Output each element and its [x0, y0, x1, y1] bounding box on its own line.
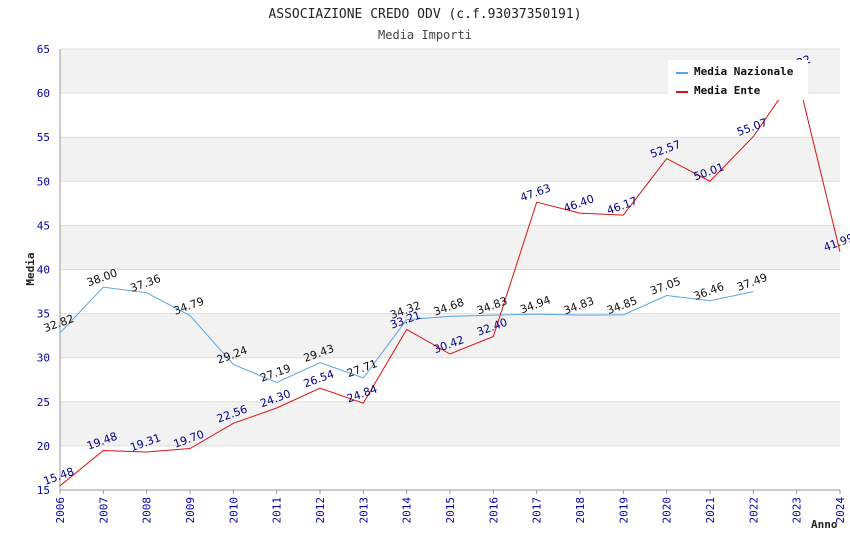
- x-tick-label: 2014: [401, 497, 414, 524]
- plot-band: [60, 445, 840, 490]
- series-line-nazionale: [59, 286, 754, 384]
- x-tick-label: 2017: [531, 497, 544, 524]
- y-tick-label: 25: [37, 396, 50, 409]
- y-tick-label: 55: [37, 131, 50, 144]
- x-tick-label: 2018: [574, 497, 587, 524]
- x-tick-label: 2006: [54, 497, 67, 524]
- chart-title: ASSOCIAZIONE CREDO ODV (c.f.93037350191): [268, 7, 581, 22]
- y-tick-label: 45: [37, 219, 50, 232]
- x-tick-label: 2009: [184, 497, 197, 524]
- y-tick-label: 40: [37, 264, 50, 277]
- x-tick-label: 2020: [661, 497, 674, 524]
- plot-bands: [60, 49, 840, 490]
- x-tick-label: 2016: [487, 497, 500, 523]
- legend-label-ente: Media Ente: [694, 84, 761, 97]
- plot-band: [60, 357, 840, 402]
- y-tick-label: 20: [37, 440, 50, 453]
- x-tick-label: 2019: [617, 497, 630, 524]
- y-tick-label: 15: [37, 484, 50, 497]
- x-tick-label: 2007: [97, 497, 110, 524]
- plot-band: [60, 313, 840, 358]
- y-axis-title: Media: [24, 252, 37, 285]
- x-tick-label: 2011: [271, 497, 284, 524]
- plot-band: [60, 401, 840, 446]
- chart-subtitle: Media Importi: [378, 28, 472, 42]
- plot-band: [60, 269, 840, 314]
- y-tick-label: 65: [37, 43, 50, 56]
- x-tick-label: 2010: [227, 497, 240, 524]
- plot-band: [60, 93, 840, 138]
- x-tick-label: 2024: [834, 497, 847, 524]
- y-tick-label: 30: [37, 352, 50, 365]
- x-tick-label: 2021: [704, 497, 717, 524]
- x-tick-label: 2015: [444, 497, 457, 524]
- x-axis-title: Anno: [811, 518, 838, 531]
- y-tick-label: 60: [37, 87, 50, 100]
- plot-band: [60, 181, 840, 226]
- x-tick-label: 2012: [314, 497, 327, 524]
- x-tick-label: 2013: [357, 497, 370, 524]
- y-tick-label: 35: [37, 308, 50, 321]
- y-ticks: 15 20 25 30 35 40 45 50 55 60 65: [37, 43, 50, 497]
- series: [59, 72, 841, 487]
- x-tick-label: 2022: [747, 497, 760, 524]
- legend-box: [668, 60, 808, 100]
- series-line-ente: [59, 72, 841, 487]
- plot-band: [60, 225, 840, 270]
- x-tick-label: 2023: [791, 497, 804, 524]
- legend: Media Nazionale Media Ente: [668, 60, 808, 100]
- legend-label-nazionale: Media Nazionale: [694, 65, 794, 78]
- x-tick-label: 2008: [141, 497, 154, 524]
- y-tick-label: 50: [37, 175, 50, 188]
- x-ticks: 2006 2007 2008 2009 2010 2011 2012 2013 2014 2015…: [54, 490, 847, 524]
- plot-band: [60, 137, 840, 182]
